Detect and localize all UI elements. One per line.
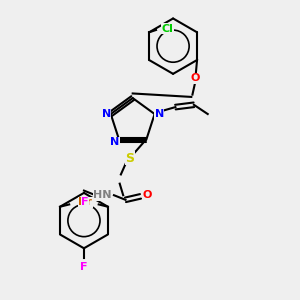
Text: Cl: Cl — [162, 24, 173, 34]
Text: N: N — [110, 137, 119, 147]
Text: HN: HN — [93, 190, 112, 200]
Text: O: O — [143, 190, 152, 200]
Text: N: N — [101, 109, 111, 119]
Text: S: S — [126, 152, 135, 165]
Text: O: O — [190, 74, 200, 83]
Text: F: F — [81, 197, 88, 207]
Text: Br: Br — [78, 197, 92, 207]
Text: F: F — [80, 262, 88, 272]
Text: N: N — [154, 109, 164, 119]
